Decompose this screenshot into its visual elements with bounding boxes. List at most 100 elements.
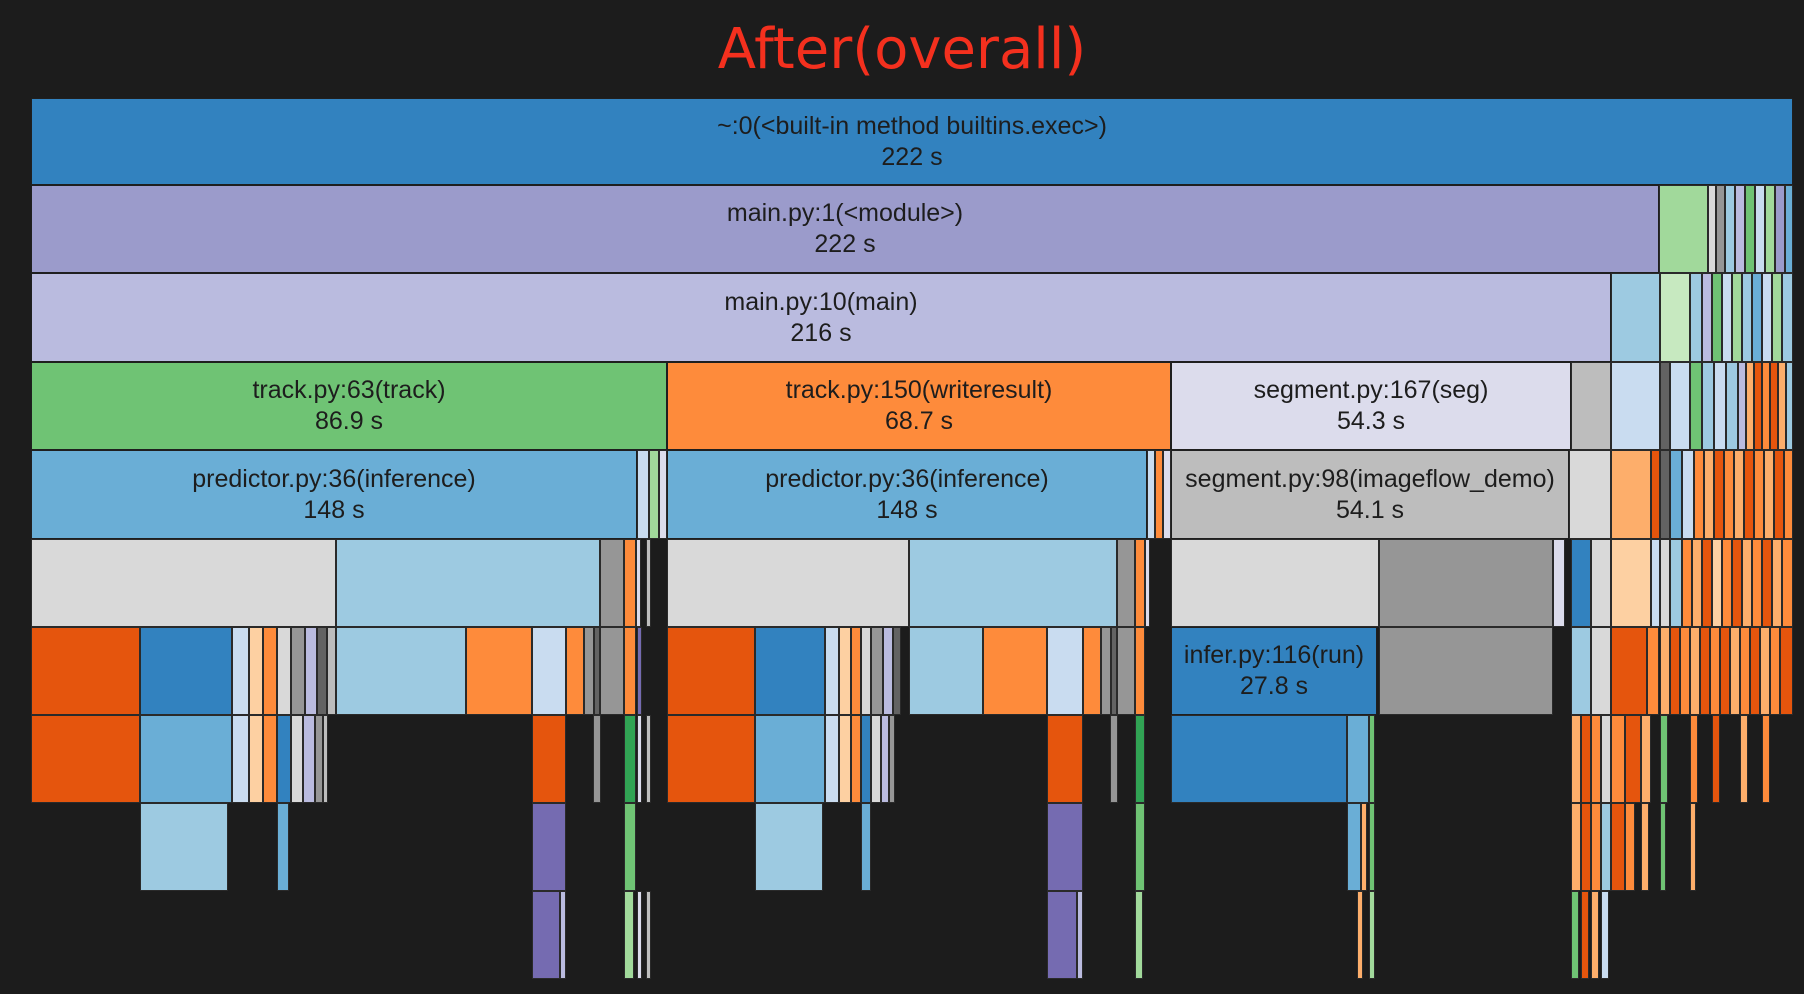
frame-small[interactable]: [1135, 715, 1145, 803]
frame-small[interactable]: [636, 539, 641, 627]
frame-small[interactable]: [1660, 273, 1690, 362]
frame-small[interactable]: [1135, 891, 1143, 979]
frame-small[interactable]: [861, 715, 871, 803]
frame-small[interactable]: [1625, 803, 1635, 891]
frame-small[interactable]: [1611, 627, 1647, 715]
frame-small[interactable]: [1764, 450, 1774, 539]
frame-lightblue[interactable]: [140, 803, 228, 891]
frame-small[interactable]: [825, 715, 839, 803]
frame-imageflow[interactable]: segment.py:98(imageflow_demo) 54.1 s: [1171, 450, 1569, 539]
frame-small[interactable]: [1670, 539, 1682, 627]
frame-small[interactable]: [1770, 627, 1780, 715]
frame-small[interactable]: [1690, 803, 1696, 891]
frame-small[interactable]: [1611, 803, 1625, 891]
frame-lightblue[interactable]: [755, 803, 823, 891]
frame-small[interactable]: [1369, 715, 1375, 803]
frame-small[interactable]: [327, 627, 336, 715]
frame-small[interactable]: [1581, 891, 1589, 979]
frame-root[interactable]: ~:0(<built-in method builtins.exec>) 222…: [31, 98, 1793, 185]
frame-small[interactable]: [277, 627, 291, 715]
frame-small[interactable]: [659, 450, 667, 539]
frame-small[interactable]: [881, 715, 889, 803]
frame-small[interactable]: [1347, 803, 1361, 891]
frame-small[interactable]: [1601, 803, 1611, 891]
frame-small[interactable]: [1702, 539, 1712, 627]
frame-small[interactable]: [893, 627, 901, 715]
frame-small[interactable]: [624, 715, 636, 803]
frame-small[interactable]: [1163, 450, 1171, 539]
frame-small[interactable]: [1708, 185, 1716, 273]
frame-small[interactable]: [1690, 273, 1702, 362]
frame-small[interactable]: [1690, 715, 1698, 803]
frame-small[interactable]: [1571, 891, 1579, 979]
frame-small[interactable]: [1744, 450, 1754, 539]
frame-small[interactable]: [594, 627, 600, 715]
frame-small[interactable]: [1692, 539, 1702, 627]
frame-small[interactable]: [1155, 450, 1163, 539]
frame-small[interactable]: [637, 891, 642, 979]
frame-small[interactable]: [851, 715, 861, 803]
frame-infer-run[interactable]: infer.py:116(run) 27.8 s: [1171, 627, 1377, 715]
frame-small[interactable]: [1720, 627, 1730, 715]
frame-small[interactable]: [637, 627, 642, 715]
frame-midblue[interactable]: [140, 715, 232, 803]
frame-small[interactable]: [1135, 627, 1145, 715]
frame-small[interactable]: [624, 539, 636, 627]
frame-small[interactable]: [1553, 539, 1565, 627]
frame-small[interactable]: [1754, 450, 1764, 539]
frame-paleblue[interactable]: [1047, 627, 1083, 715]
frame-small[interactable]: [1591, 803, 1601, 891]
frame-track[interactable]: track.py:63(track) 86.9 s: [31, 362, 667, 450]
frame-darkorange[interactable]: [667, 715, 755, 803]
frame-small[interactable]: [263, 627, 277, 715]
frame-small[interactable]: [1680, 627, 1690, 715]
frame-small[interactable]: [839, 627, 851, 715]
frame-darkorange[interactable]: [667, 627, 755, 715]
frame-small[interactable]: [249, 627, 263, 715]
frame-small[interactable]: [1651, 539, 1660, 627]
frame-midblue[interactable]: [755, 715, 825, 803]
frame-small[interactable]: [1660, 803, 1666, 891]
frame-small[interactable]: [1722, 273, 1732, 362]
frame-small[interactable]: [600, 539, 624, 627]
frame-small[interactable]: [1702, 362, 1714, 450]
frame-small[interactable]: [600, 627, 624, 715]
frame-small[interactable]: [1702, 273, 1712, 362]
frame-small[interactable]: [593, 715, 601, 803]
frame-small[interactable]: [1660, 627, 1670, 715]
frame-lightblue[interactable]: [909, 627, 983, 715]
frame-gray[interactable]: [31, 539, 336, 627]
frame-small[interactable]: [1740, 715, 1748, 803]
frame-darkorange[interactable]: [1047, 715, 1083, 803]
frame-gray[interactable]: [1171, 539, 1379, 627]
frame-darkorange[interactable]: [31, 715, 140, 803]
frame-small[interactable]: [1101, 627, 1111, 715]
frame-small[interactable]: [232, 627, 249, 715]
frame-small[interactable]: [646, 539, 651, 627]
frame-small[interactable]: [584, 627, 594, 715]
frame-darkorange[interactable]: [532, 715, 566, 803]
frame-small[interactable]: [1591, 891, 1599, 979]
frame-small[interactable]: [1772, 273, 1782, 362]
frame-small[interactable]: [1716, 185, 1725, 273]
frame-small[interactable]: [861, 803, 871, 891]
frame-small[interactable]: [277, 715, 291, 803]
frame-small[interactable]: [1732, 539, 1742, 627]
frame-small[interactable]: [1569, 450, 1611, 539]
frame-small[interactable]: [1694, 450, 1704, 539]
frame-small[interactable]: [1740, 627, 1750, 715]
frame-small[interactable]: [1724, 450, 1734, 539]
frame-writeresult[interactable]: track.py:150(writeresult) 68.7 s: [667, 362, 1171, 450]
frame-small[interactable]: [1730, 627, 1740, 715]
frame-small[interactable]: [1780, 627, 1793, 715]
frame-small[interactable]: [303, 715, 315, 803]
frame-small[interactable]: [1762, 362, 1770, 450]
frame-small[interactable]: [1110, 715, 1118, 803]
frame-small[interactable]: [1770, 362, 1778, 450]
frame-small[interactable]: [1581, 715, 1591, 803]
frame-small[interactable]: [839, 715, 851, 803]
frame-small[interactable]: [1752, 539, 1762, 627]
frame-small[interactable]: [1782, 273, 1793, 362]
frame-small[interactable]: [1147, 450, 1155, 539]
frame-small[interactable]: [1762, 273, 1772, 362]
